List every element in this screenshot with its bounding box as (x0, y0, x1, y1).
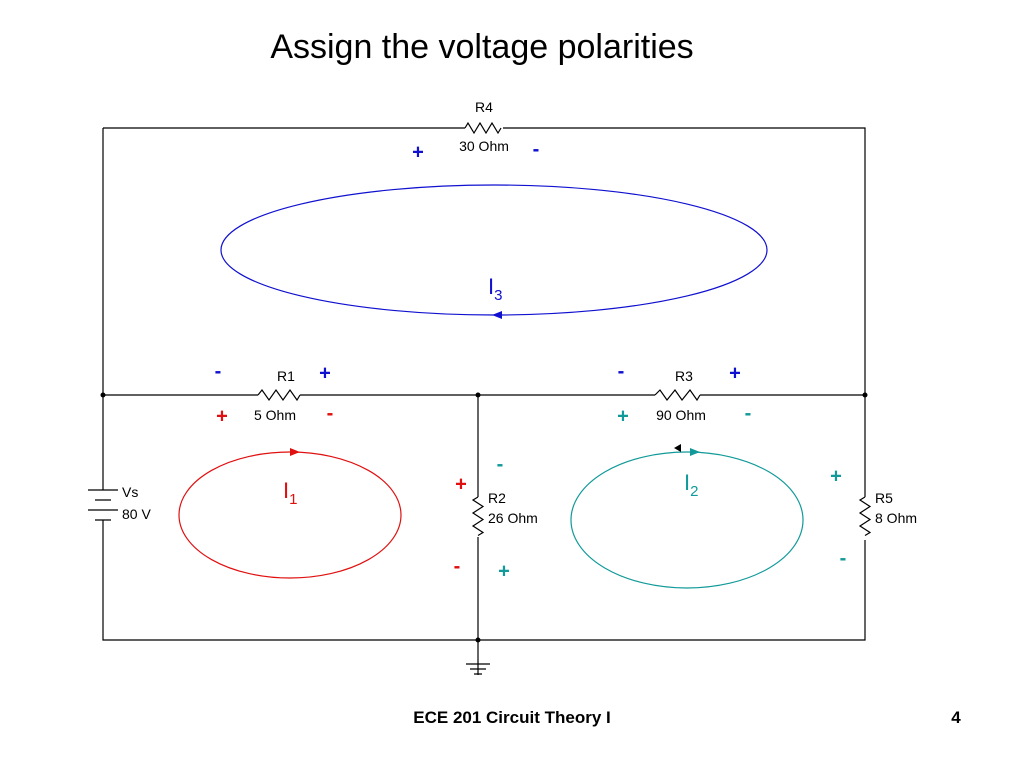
component-value: 80 V (122, 506, 151, 522)
polarity: - (497, 453, 504, 475)
component-value: 8 Ohm (875, 510, 917, 526)
loop-label: I2 (684, 470, 698, 500)
polarity: + (617, 405, 629, 427)
component-name: R2 (488, 490, 506, 506)
component-labels: R4 30 Ohm R1 5 Ohm R3 90 Ohm R2 26 Ohm R… (122, 99, 917, 526)
polarity: - (215, 360, 222, 382)
polarity: - (618, 360, 625, 382)
circuit-wires (88, 121, 872, 675)
mesh-loops: I3 I1 I2 (178, 184, 804, 589)
polarity: + (498, 560, 510, 582)
polarity: + (830, 465, 842, 487)
polarity-signs: + - - + + - - + + - - + - + + - (215, 138, 847, 582)
polarity: + (319, 362, 331, 384)
component-name: R1 (277, 368, 295, 384)
component-name: R3 (675, 368, 693, 384)
component-name: Vs (122, 484, 138, 500)
component-value: 30 Ohm (459, 138, 509, 154)
loop-label: I3 (488, 274, 502, 304)
page-number: 4 (951, 708, 961, 727)
component-value: 5 Ohm (254, 407, 296, 423)
polarity: - (745, 402, 752, 424)
polarity: - (454, 555, 461, 577)
polarity: + (729, 362, 741, 384)
component-value: 26 Ohm (488, 510, 538, 526)
component-name: R4 (475, 99, 493, 115)
slide-title: Assign the voltage polarities (270, 28, 693, 66)
polarity: - (533, 138, 540, 160)
polarity: + (412, 141, 424, 163)
polarity: - (327, 402, 334, 424)
polarity: + (455, 473, 467, 495)
loop-label: I1 (283, 478, 297, 508)
component-value: 90 Ohm (656, 407, 706, 423)
polarity: - (840, 547, 847, 569)
polarity: + (216, 405, 228, 427)
component-name: R5 (875, 490, 893, 506)
footer-course: ECE 201 Circuit Theory I (413, 708, 610, 727)
